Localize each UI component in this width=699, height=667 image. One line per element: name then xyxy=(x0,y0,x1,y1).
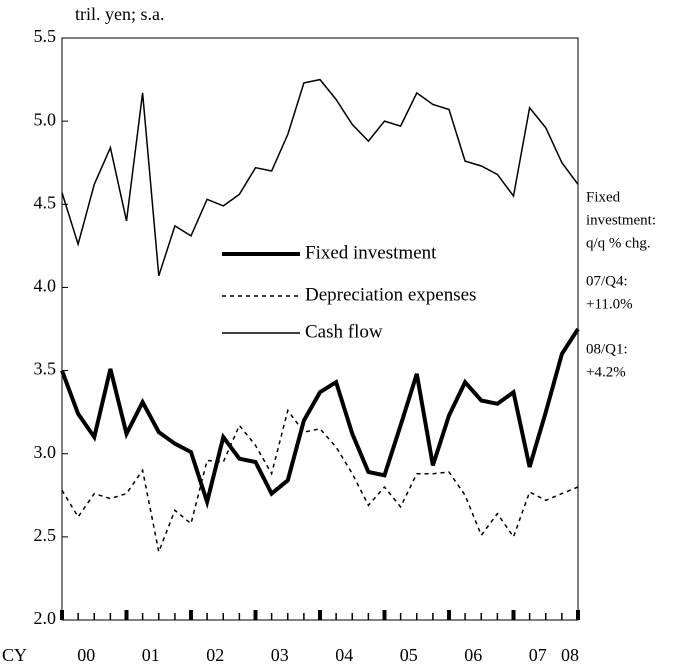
series-line xyxy=(61,78,579,277)
x-tick-label: 05 xyxy=(400,645,418,665)
y-tick-label: 4.5 xyxy=(34,192,57,212)
series-line xyxy=(61,408,579,555)
legend-label: Depreciation expenses xyxy=(305,284,476,305)
y-tick-label: 5.5 xyxy=(34,26,57,46)
y-tick-label: 5.0 xyxy=(34,109,57,129)
x-tick-label: 03 xyxy=(271,645,289,665)
series-line xyxy=(60,327,580,510)
x-prefix: CY xyxy=(2,645,27,665)
x-tick-label: 02 xyxy=(206,645,224,665)
x-tick-label: 01 xyxy=(142,645,160,665)
legend-label: Fixed investment xyxy=(305,242,437,263)
x-tick-label: 06 xyxy=(464,645,482,665)
annotation: q/q % chg. xyxy=(586,235,651,251)
annotation: +11.0% xyxy=(586,296,633,312)
y-tick-label: 4.0 xyxy=(34,276,57,296)
unit-label: tril. yen; s.a. xyxy=(75,4,164,24)
annotation: Fixed xyxy=(586,189,621,205)
annotation: investment: xyxy=(586,212,656,228)
legend-label: Cash flow xyxy=(305,321,383,342)
y-tick-label: 2.0 xyxy=(34,608,57,628)
annotation: 08/Q1: xyxy=(586,341,628,357)
x-tick-label: 07 xyxy=(529,645,547,665)
x-tick-label: 08 xyxy=(561,645,579,665)
y-tick-label: 3.0 xyxy=(34,442,57,462)
x-tick-label: 04 xyxy=(335,645,353,665)
y-tick-label: 2.5 xyxy=(34,525,57,545)
y-tick-label: 3.5 xyxy=(34,359,57,379)
x-tick-label: 00 xyxy=(77,645,95,665)
annotation: +4.2% xyxy=(586,364,626,380)
annotation: 07/Q4: xyxy=(586,273,628,289)
